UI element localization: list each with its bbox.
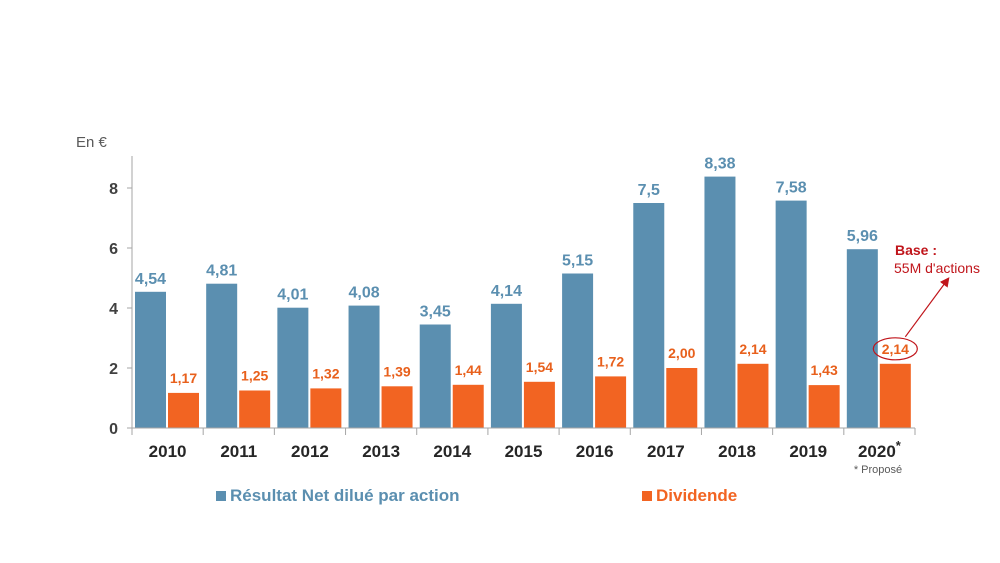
legend-swatch-dividende xyxy=(642,491,652,501)
bar-dividende xyxy=(879,363,911,428)
data-labels: 4,54 4,81 4,01 4,08 3,45 4,14 5,15 7,5 8,38 7,58 5… xyxy=(135,156,909,386)
bar-dividende xyxy=(381,386,413,428)
bar-resultat xyxy=(846,249,878,428)
annotation: Base : 55M d'actions xyxy=(872,242,980,361)
data-label-dividende: 1,54 xyxy=(526,359,553,375)
data-label-resultat: 5,15 xyxy=(562,253,593,270)
bar-dividende xyxy=(595,376,627,428)
x-tick-label: 2018 xyxy=(718,442,756,461)
data-label-dividende: 1,25 xyxy=(241,368,268,384)
x-tick-label: 2011 xyxy=(220,442,257,461)
bar-resultat xyxy=(775,200,807,428)
data-label-dividende: 1,72 xyxy=(597,353,624,369)
bar-resultat xyxy=(490,303,522,428)
bar-dividende xyxy=(452,384,484,428)
annotation-subtitle: 55M d'actions xyxy=(894,260,980,276)
x-tick-label: 2010 xyxy=(149,442,187,461)
data-label-resultat: 4,81 xyxy=(206,263,237,280)
annotation-title: Base : xyxy=(895,242,937,258)
bars xyxy=(135,176,911,428)
data-label-resultat: 4,54 xyxy=(135,271,166,288)
data-label-resultat: 7,5 xyxy=(638,182,660,199)
bar-resultat xyxy=(633,203,665,428)
bar-dividende xyxy=(666,368,698,428)
y-tick-label: 4 xyxy=(109,301,118,318)
x-tick-label: 2020* xyxy=(858,438,902,461)
y-axis: 0 2 4 6 8 xyxy=(109,156,133,438)
bar-resultat xyxy=(419,324,451,428)
bar-dividende xyxy=(310,388,342,428)
data-label-dividende: 2,00 xyxy=(668,345,695,361)
bar-resultat xyxy=(704,176,736,428)
data-label-resultat: 8,38 xyxy=(704,156,735,173)
bar-dividende xyxy=(168,392,199,428)
bar-dividende xyxy=(808,385,840,428)
bar-resultat xyxy=(277,307,309,428)
bar-resultat xyxy=(348,305,380,428)
data-label-resultat: 7,58 xyxy=(776,180,807,197)
data-label-dividende: 1,39 xyxy=(383,363,410,379)
data-label-resultat: 5,96 xyxy=(847,228,878,245)
legend-swatch-resultat xyxy=(216,491,226,501)
y-tick-label: 0 xyxy=(109,421,118,438)
x-tick-label: 2015 xyxy=(505,442,543,461)
data-label-resultat: 4,14 xyxy=(491,283,522,300)
bar-dividende xyxy=(239,390,271,428)
data-label-resultat: 4,08 xyxy=(348,285,379,302)
footnote: * Proposé xyxy=(854,464,902,476)
legend-label-resultat: Résultat Net dilué par action xyxy=(230,486,460,505)
data-label-dividende: 1,17 xyxy=(170,370,197,386)
bar-resultat xyxy=(562,273,594,428)
data-label-dividende: 1,44 xyxy=(455,362,482,378)
bar-resultat xyxy=(206,283,238,428)
data-label-resultat: 3,45 xyxy=(420,304,451,321)
x-tick-label: 2017 xyxy=(647,442,685,461)
x-tick-marker: * xyxy=(896,438,902,453)
data-label-dividende: 1,32 xyxy=(312,365,339,381)
x-tick-label: 2016 xyxy=(576,442,614,461)
x-tick-label: 2013 xyxy=(362,442,400,461)
bar-resultat xyxy=(135,291,166,428)
data-label-resultat: 4,01 xyxy=(277,287,308,304)
y-tick-label: 6 xyxy=(109,241,118,258)
data-label-dividende: 2,14 xyxy=(882,341,909,357)
x-tick-label: 2014 xyxy=(433,442,471,461)
data-label-dividende: 2,14 xyxy=(739,341,766,357)
y-tick-label: 2 xyxy=(109,361,118,378)
legend: Résultat Net dilué par action Dividende xyxy=(216,486,737,505)
x-axis: 2010 2011 2012 2013 2014 2015 2016 2017 2018 2019… xyxy=(131,427,916,461)
annotation-arrow xyxy=(904,277,950,338)
data-label-dividende: 1,43 xyxy=(811,362,838,378)
x-tick-label: 2012 xyxy=(291,442,329,461)
unit-label: En € xyxy=(76,134,108,151)
y-tick-label: 8 xyxy=(109,181,118,198)
legend-label-dividende: Dividende xyxy=(656,486,737,505)
bar-dividende xyxy=(737,363,769,428)
bar-dividende xyxy=(523,381,555,428)
x-tick-label: 2019 xyxy=(789,442,827,461)
highlight-ellipse xyxy=(872,337,918,361)
